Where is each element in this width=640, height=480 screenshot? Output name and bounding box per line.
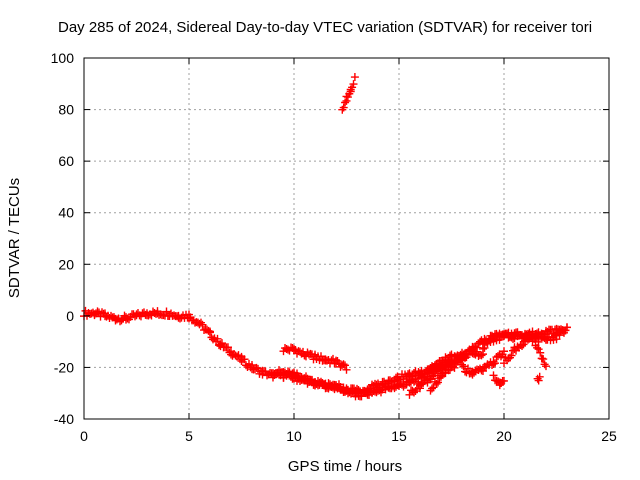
data-point xyxy=(342,365,351,374)
data-point xyxy=(350,73,359,82)
series-1 xyxy=(279,343,351,374)
data-point xyxy=(489,357,498,366)
data-point xyxy=(240,355,249,364)
series-6 xyxy=(458,347,508,379)
data-point xyxy=(500,376,508,385)
x-tick-label: 25 xyxy=(601,428,617,444)
data-point xyxy=(341,98,350,107)
series-12 xyxy=(338,73,359,114)
data-point xyxy=(429,371,438,380)
data-point xyxy=(540,360,549,369)
data-point xyxy=(284,367,292,376)
data-point xyxy=(459,362,468,371)
series-4 xyxy=(405,346,487,399)
y-tick-label: 40 xyxy=(58,205,74,221)
data-point xyxy=(290,345,298,354)
data-point xyxy=(458,360,466,369)
data-point xyxy=(480,343,489,352)
data-point xyxy=(479,344,487,353)
data-point xyxy=(534,345,543,354)
grid-lines xyxy=(84,58,609,419)
data-point xyxy=(349,80,358,89)
data-point xyxy=(533,343,542,352)
data-point xyxy=(389,377,397,386)
data-point xyxy=(416,384,424,393)
data-point xyxy=(198,320,207,329)
data-point xyxy=(405,390,414,399)
series-8 xyxy=(500,323,571,368)
data-point xyxy=(93,307,102,316)
data-point xyxy=(162,307,171,316)
data-point xyxy=(518,341,526,350)
data-point xyxy=(449,362,457,371)
data-point xyxy=(339,360,348,369)
data-point xyxy=(539,355,548,364)
y-axis-label: SDTVAR / TECUs xyxy=(6,178,23,298)
data-point xyxy=(206,327,214,336)
series-10 xyxy=(531,341,550,371)
y-tick-label: 60 xyxy=(58,153,74,169)
data-point xyxy=(252,363,261,372)
data-point xyxy=(491,359,499,368)
y-tick-label: 0 xyxy=(66,308,74,324)
data-point xyxy=(477,351,486,360)
data-point xyxy=(479,367,487,376)
series-2 xyxy=(269,366,372,398)
data-point xyxy=(563,323,571,332)
axis-ticks: 0 5 10 15 20 25 -40 -20 0 20 40 60 80 100 xyxy=(51,50,617,444)
data-point xyxy=(213,334,222,343)
x-tick-label: 5 xyxy=(185,428,193,444)
series-11 xyxy=(533,372,544,385)
plot-area xyxy=(80,73,571,401)
x-tick-label: 20 xyxy=(496,428,512,444)
data-point xyxy=(432,379,441,388)
y-tick-label: 100 xyxy=(51,50,75,66)
y-tick-label: -20 xyxy=(54,359,74,375)
data-point xyxy=(464,364,472,373)
data-point xyxy=(536,348,545,357)
data-point xyxy=(341,361,349,370)
data-point xyxy=(117,316,126,325)
data-point xyxy=(428,384,436,393)
data-point xyxy=(218,339,226,348)
data-point xyxy=(333,357,342,365)
data-point xyxy=(555,331,564,340)
data-point xyxy=(500,347,508,356)
plot-frame xyxy=(83,57,610,420)
x-axis-label: GPS time / hours xyxy=(288,458,402,475)
data-point xyxy=(535,372,544,381)
data-point xyxy=(342,96,351,105)
data-point xyxy=(507,351,516,360)
y-tick-label: 20 xyxy=(58,256,74,272)
data-point xyxy=(489,371,498,380)
data-point xyxy=(428,372,436,381)
data-point xyxy=(339,103,348,112)
y-tick-label: 80 xyxy=(58,102,74,118)
x-tick-label: 10 xyxy=(286,428,302,444)
data-point xyxy=(534,376,543,385)
data-point xyxy=(434,378,442,387)
x-tick-label: 0 xyxy=(80,428,88,444)
series-9 xyxy=(489,371,508,390)
data-point xyxy=(473,343,481,352)
data-point xyxy=(450,363,459,372)
y-tick-label: -40 xyxy=(54,411,74,427)
data-point xyxy=(248,360,256,369)
chart-title: Day 285 of 2024, Sidereal Day-to-day VTE… xyxy=(58,19,592,36)
x-tick-label: 15 xyxy=(391,428,407,444)
data-point xyxy=(462,353,471,362)
data-point xyxy=(542,362,550,371)
